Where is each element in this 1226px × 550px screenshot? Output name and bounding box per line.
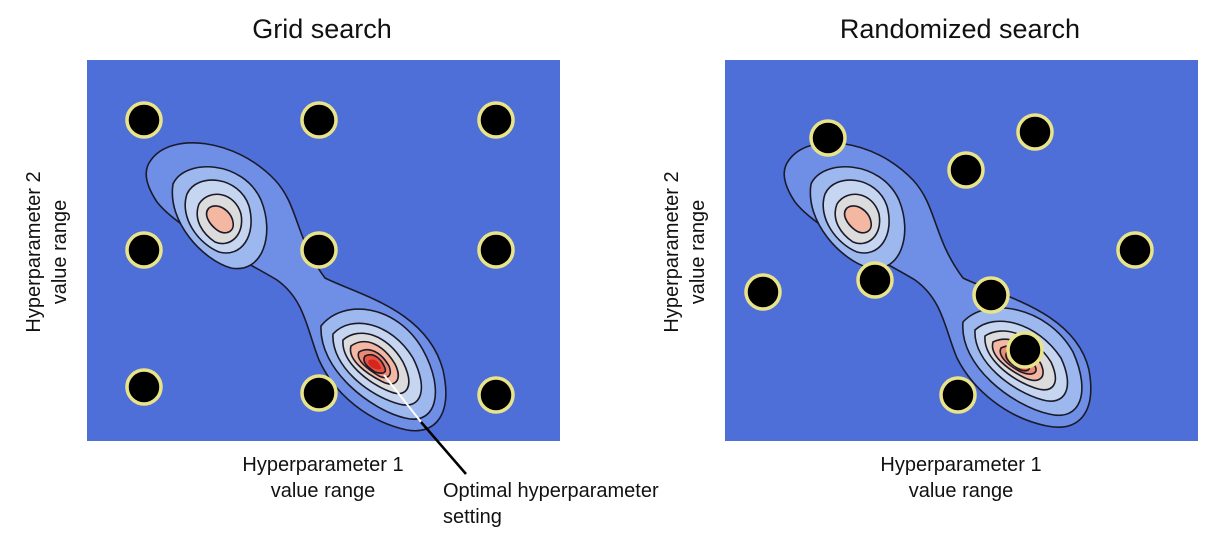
y-axis-label-line: value range: [687, 199, 709, 305]
sample-point: [947, 151, 985, 189]
grid-x-axis-label: Hyperparameter 1 value range: [193, 452, 453, 504]
sample-point: [477, 231, 515, 269]
sample-point: [125, 368, 163, 406]
sample-point: [1116, 231, 1154, 269]
sample-point: [939, 376, 977, 414]
sample-point: [125, 231, 163, 269]
grid-search-contour-svg: [87, 60, 560, 441]
x-axis-label-line: value range: [270, 480, 376, 502]
randomized-search-title: Randomized search: [839, 14, 1081, 44]
sample-point: [125, 101, 163, 139]
grid-y-axis-label: Hyperparameter 2 value range: [21, 102, 73, 402]
grid-search-plot: [87, 60, 560, 441]
contour-level-5a: [843, 205, 873, 234]
x-axis-label-line: Hyperparameter 1: [880, 454, 1042, 476]
sample-point: [809, 119, 847, 157]
random-sample-points: [744, 113, 1154, 414]
sample-point: [300, 374, 338, 412]
contour-level-8b: [368, 359, 381, 370]
sample-point: [300, 231, 338, 269]
sample-point: [1016, 113, 1054, 151]
y-axis-label-line: value range: [49, 199, 71, 305]
randomized-x-axis-label: Hyperparameter 1 value range: [831, 452, 1091, 504]
randomized-search-plot: [725, 60, 1198, 441]
sample-point: [477, 101, 515, 139]
sample-point: [856, 261, 894, 299]
sample-point: [1006, 331, 1044, 369]
optimal-setting-callout: Optimal hyperparameter setting: [443, 478, 659, 530]
sample-point: [744, 273, 782, 311]
contour-map: [145, 142, 447, 432]
x-axis-label-line: value range: [908, 480, 1014, 502]
randomized-search-contour-svg: [725, 60, 1198, 441]
contour-level-5a: [205, 205, 235, 234]
grid-sample-points: [125, 101, 515, 414]
sample-point: [477, 376, 515, 414]
x-axis-label-line: Hyperparameter 1: [242, 454, 404, 476]
callout-line: setting: [443, 506, 502, 528]
sample-point: [300, 101, 338, 139]
callout-line: Optimal hyperparameter: [443, 480, 659, 502]
y-axis-label-line: Hyperparameter 2: [23, 171, 45, 333]
grid-search-title: Grid search: [252, 14, 392, 44]
y-axis-label-line: Hyperparameter 2: [661, 171, 683, 333]
sample-point: [972, 276, 1010, 314]
randomized-y-axis-label: Hyperparameter 2 value range: [659, 102, 711, 402]
